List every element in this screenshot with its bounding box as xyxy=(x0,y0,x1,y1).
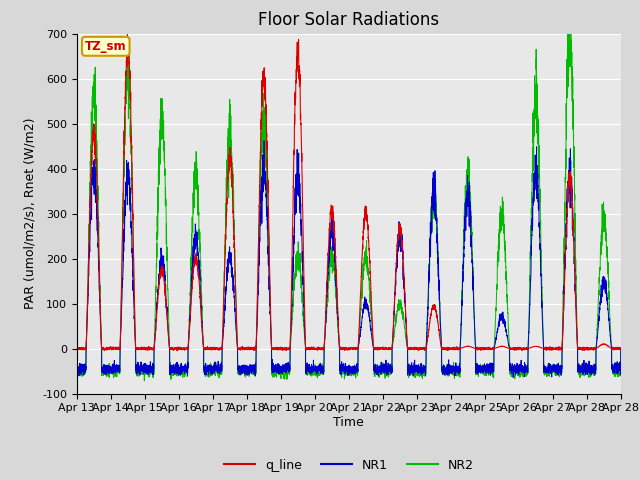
q_line xyxy=(617,346,625,351)
NR1 xyxy=(525,329,532,335)
NR1 xyxy=(73,363,81,369)
Title: Floor Solar Radiations: Floor Solar Radiations xyxy=(258,11,440,29)
Line: NR1: NR1 xyxy=(77,141,621,377)
NR2 xyxy=(498,206,506,212)
NR1 xyxy=(498,316,506,322)
NR1 xyxy=(260,138,268,144)
q_line xyxy=(499,344,506,349)
Text: TZ_sm: TZ_sm xyxy=(85,40,127,53)
q_line xyxy=(369,338,377,344)
NR2 xyxy=(186,304,193,310)
NR2 xyxy=(73,366,81,372)
NR2 xyxy=(617,346,625,351)
Legend: q_line, NR1, NR2: q_line, NR1, NR2 xyxy=(219,454,479,477)
q_line xyxy=(186,321,194,327)
NR1 xyxy=(509,374,517,380)
q_line xyxy=(539,346,547,351)
Line: q_line: q_line xyxy=(77,35,621,351)
NR1 xyxy=(539,330,547,336)
NR2 xyxy=(369,339,377,345)
X-axis label: Time: Time xyxy=(333,416,364,429)
NR2 xyxy=(525,324,532,329)
NR2 xyxy=(141,378,148,384)
NR2 xyxy=(398,310,406,316)
q_line xyxy=(124,32,131,37)
NR1 xyxy=(186,322,193,327)
q_line xyxy=(525,346,532,351)
NR1 xyxy=(398,249,406,254)
NR1 xyxy=(617,346,625,351)
Y-axis label: PAR (umol/m2/s), Rnet (W/m2): PAR (umol/m2/s), Rnet (W/m2) xyxy=(24,118,36,309)
q_line xyxy=(173,348,181,354)
NR2 xyxy=(539,321,547,327)
q_line xyxy=(73,347,81,353)
Line: NR2: NR2 xyxy=(77,0,621,381)
q_line xyxy=(398,242,406,248)
NR1 xyxy=(369,342,377,348)
